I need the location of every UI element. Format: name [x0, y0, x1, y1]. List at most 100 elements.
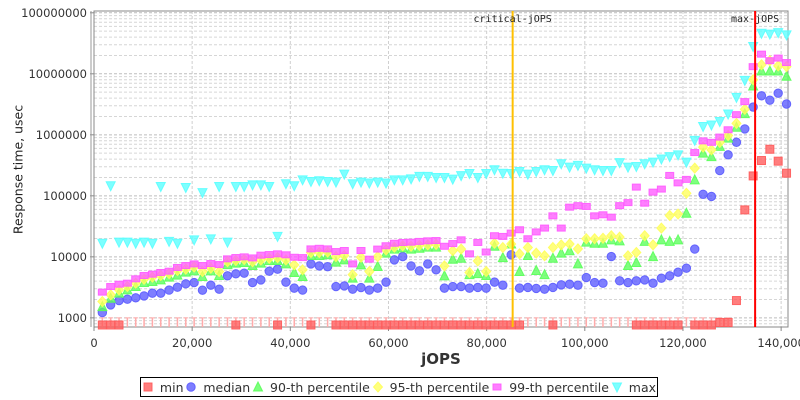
x-tick-label: 40,000 — [270, 336, 310, 350]
data-point — [389, 255, 400, 265]
data-point — [280, 179, 292, 190]
data-point — [364, 285, 375, 295]
data-point — [264, 251, 274, 259]
data-point — [673, 267, 683, 277]
data-point — [631, 246, 642, 259]
data-point — [414, 320, 424, 330]
data-point — [656, 233, 667, 245]
data-point — [514, 167, 525, 178]
data-point — [313, 176, 325, 187]
data-point — [614, 158, 625, 169]
data-point — [656, 222, 667, 234]
data-point — [364, 178, 375, 190]
data-point — [489, 320, 499, 330]
data-point — [355, 177, 367, 189]
data-point — [764, 64, 776, 76]
data-point — [715, 133, 725, 141]
data-point — [765, 95, 775, 105]
data-point — [723, 126, 733, 134]
data-point — [739, 103, 750, 115]
data-point — [631, 162, 642, 173]
data-point — [581, 272, 591, 283]
data-point — [647, 250, 659, 262]
data-point — [740, 124, 750, 134]
legend-item: max — [611, 380, 656, 395]
data-point — [782, 59, 792, 67]
data-point — [288, 266, 300, 277]
data-point — [589, 277, 600, 288]
data-point — [472, 255, 483, 267]
data-point — [781, 30, 792, 41]
legend-label: min — [159, 379, 184, 395]
data-point — [231, 269, 241, 279]
data-point — [355, 251, 367, 264]
data-point — [698, 320, 708, 330]
data-point — [690, 320, 700, 330]
data-point — [281, 277, 291, 287]
data-point — [706, 320, 716, 330]
data-point — [756, 156, 766, 166]
data-point — [164, 267, 174, 275]
data-point — [648, 188, 658, 196]
data-point — [306, 245, 316, 253]
data-point — [414, 266, 425, 276]
data-point — [331, 248, 341, 256]
legend: min median 90-th percentile 95-th percentil… — [140, 377, 658, 397]
data-point — [555, 247, 567, 258]
legend-rect-icon — [492, 383, 502, 391]
data-point — [389, 239, 399, 247]
data-point — [356, 247, 366, 255]
data-point — [656, 185, 666, 193]
data-point — [347, 268, 358, 281]
data-point — [564, 244, 575, 256]
data-point — [547, 166, 559, 177]
data-point — [514, 283, 525, 293]
data-point — [389, 175, 400, 186]
data-point — [622, 162, 634, 174]
data-point — [163, 236, 175, 248]
data-point — [572, 160, 584, 172]
legend-triangle-down-icon — [611, 382, 623, 393]
legend-marker — [492, 383, 502, 391]
data-point — [273, 320, 283, 330]
data-point — [656, 154, 667, 166]
data-point — [289, 283, 299, 293]
data-point — [172, 263, 182, 271]
data-point — [114, 280, 124, 288]
data-point — [213, 265, 225, 278]
data-point — [597, 166, 609, 177]
data-point — [664, 152, 676, 163]
data-point — [614, 276, 625, 286]
data-point — [272, 231, 283, 243]
data-point — [355, 258, 367, 270]
data-point — [640, 320, 650, 330]
data-point — [515, 226, 525, 234]
y-tick-label: 10000 — [50, 250, 87, 264]
data-point — [639, 229, 650, 242]
data-point — [782, 168, 792, 178]
data-point — [481, 283, 491, 293]
data-point — [773, 60, 784, 72]
data-point — [372, 177, 383, 189]
data-point — [439, 242, 449, 250]
data-point — [689, 162, 700, 174]
data-point — [547, 252, 559, 263]
data-point — [464, 320, 474, 330]
data-point — [289, 259, 300, 271]
data-point — [447, 244, 458, 257]
data-point — [456, 320, 466, 330]
data-point — [681, 207, 692, 218]
data-point — [697, 141, 709, 153]
data-point — [155, 182, 167, 193]
data-point — [756, 64, 767, 76]
legend-item: 95-th percentile — [372, 380, 489, 395]
data-point — [306, 320, 316, 330]
data-point — [381, 242, 391, 250]
data-point — [622, 259, 634, 271]
data-point — [522, 169, 534, 181]
data-point — [447, 253, 459, 264]
data-point — [639, 275, 650, 285]
data-point — [681, 187, 692, 200]
data-point — [473, 282, 483, 293]
